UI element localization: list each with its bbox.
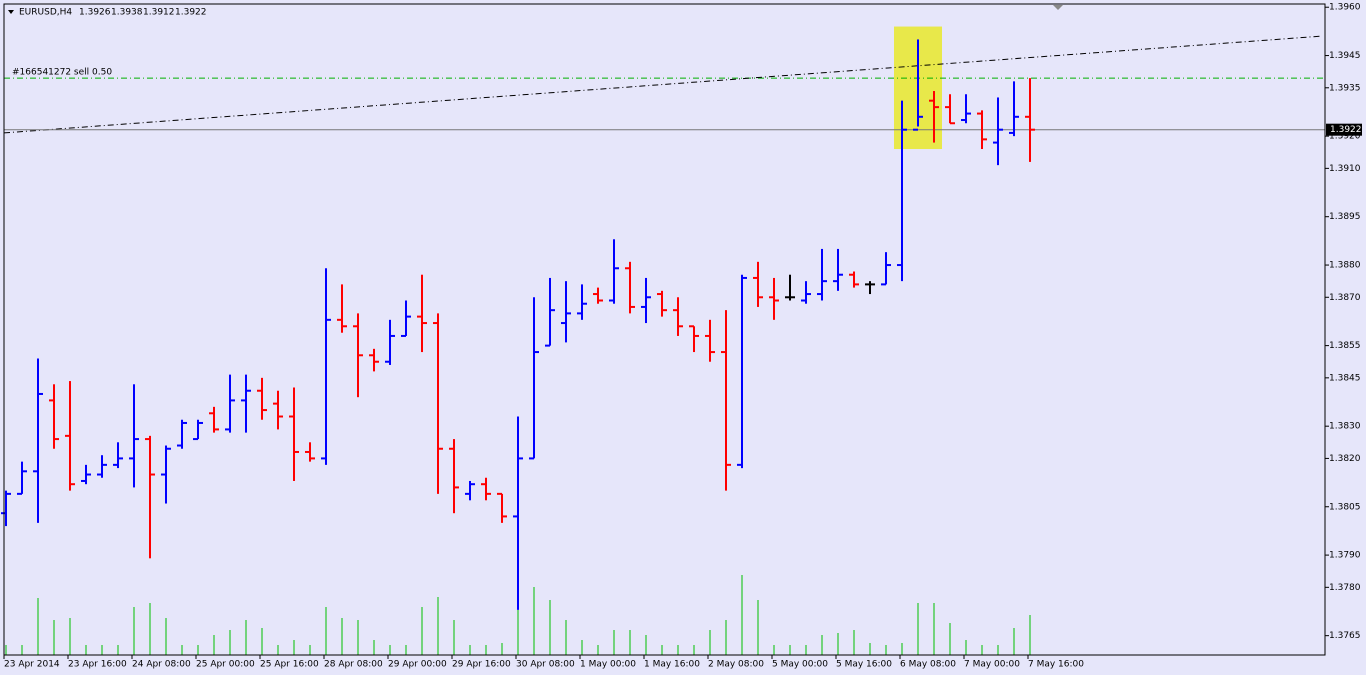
y-tick-label: 1.3830	[1329, 422, 1361, 432]
y-tick-label: 1.3780	[1329, 583, 1361, 593]
x-tick-label: 7 May 16:00	[1028, 660, 1084, 670]
header-close: 1.3922	[175, 8, 207, 18]
bid-label: 1.3922	[1330, 125, 1362, 135]
x-tick-label: 6 May 08:00	[900, 660, 956, 670]
y-tick-label: 1.3935	[1329, 83, 1361, 93]
y-tick-label: 1.3820	[1329, 454, 1361, 464]
x-tick-label: 5 May 00:00	[772, 660, 828, 670]
x-tick-label: 24 Apr 08:00	[132, 660, 191, 670]
x-tick-label: 29 Apr 16:00	[452, 660, 511, 670]
plot-border	[3, 3, 1326, 656]
x-tick-label: 28 Apr 08:00	[324, 660, 383, 670]
y-tick-label: 1.3920	[1329, 132, 1361, 142]
order-label: #166541272 sell 0.50	[12, 68, 112, 78]
y-tick-label: 1.3855	[1329, 341, 1361, 351]
y-tick-label: 1.3945	[1329, 51, 1361, 61]
y-tick-label: 1.3880	[1329, 261, 1361, 271]
y-tick-label: 1.3845	[1329, 373, 1361, 383]
shift-marker	[1053, 5, 1063, 10]
plot-area: #166541272 sell 0.50	[1, 26, 1325, 655]
x-tick-label: 1 May 16:00	[644, 660, 700, 670]
x-tick-label: 30 Apr 08:00	[516, 660, 575, 670]
y-tick-label: 1.3910	[1329, 164, 1361, 174]
x-tick-label: 29 Apr 00:00	[388, 660, 447, 670]
symbol: EURUSD,H4	[19, 8, 72, 18]
header-high: 1.3938	[111, 8, 143, 18]
y-tick-label: 1.3895	[1329, 212, 1361, 222]
menu-arrow	[8, 10, 14, 14]
x-tick-label: 23 Apr 2014	[4, 660, 60, 670]
y-tick-label: 1.3960	[1329, 3, 1361, 13]
x-tick-label: 23 Apr 16:00	[68, 660, 127, 670]
header-open: 1.3926	[79, 8, 111, 18]
x-tick-label: 5 May 16:00	[836, 660, 892, 670]
y-tick-label: 1.3870	[1329, 293, 1361, 303]
header-low: 1.3912	[143, 8, 175, 18]
x-tick-label: 25 Apr 16:00	[260, 660, 319, 670]
trendline	[3, 35, 1321, 134]
y-tick-label: 1.3805	[1329, 502, 1361, 512]
y-tick-label: 1.3765	[1329, 631, 1361, 641]
x-tick-label: 2 May 08:00	[708, 660, 764, 670]
x-tick-label: 25 Apr 00:00	[196, 660, 255, 670]
x-tick-label: 7 May 00:00	[964, 660, 1020, 670]
x-tick-label: 1 May 00:00	[580, 660, 636, 670]
y-tick-label: 1.3790	[1329, 551, 1361, 561]
bid-label-box	[1326, 123, 1362, 136]
